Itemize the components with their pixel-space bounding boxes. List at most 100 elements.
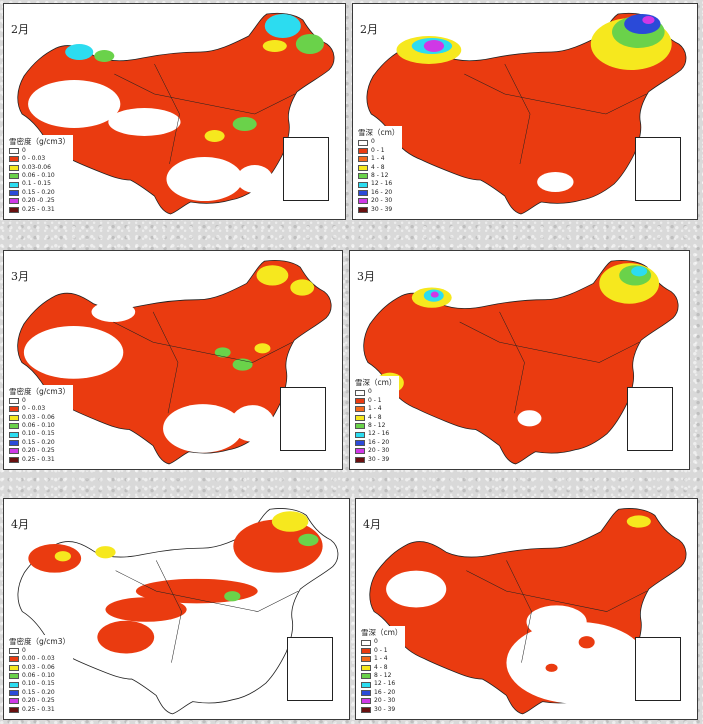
month-label: 4月 xyxy=(11,518,29,531)
legend: 雪密度（g/cm3） 0 0.00 - 0.03 0.03 - 0.06 0.06 - … xyxy=(8,634,73,715)
legend-row: 30 - 39 xyxy=(361,706,402,714)
legend-swatch xyxy=(9,181,19,188)
legend-swatch xyxy=(355,439,365,446)
legend-swatch xyxy=(9,431,19,438)
legend-swatch xyxy=(9,681,19,688)
legend-swatch xyxy=(355,397,365,404)
legend-title: 雪密度（g/cm3） xyxy=(9,636,70,646)
legend-row: 30 - 39 xyxy=(358,206,399,214)
legend-row: 20 - 30 xyxy=(355,447,396,455)
legend-label: 0.06 - 0.10 xyxy=(22,171,55,179)
legend-swatch xyxy=(355,431,365,438)
legend-row: 0 xyxy=(9,647,70,655)
legend-label: 0 xyxy=(22,146,26,154)
legend-swatch xyxy=(9,698,19,705)
legend-row: 4 - 8 xyxy=(355,414,396,422)
legend-swatch xyxy=(9,156,19,163)
legend-label: 8 - 12 xyxy=(374,671,392,679)
legend-row: 0.1 - 0.15 xyxy=(9,180,70,188)
china-map xyxy=(4,4,345,219)
legend-label: 16 - 20 xyxy=(368,438,390,446)
legend-label: 8 - 12 xyxy=(368,421,386,429)
legend-swatch xyxy=(358,189,368,196)
legend-row: 16 - 20 xyxy=(361,689,402,697)
month-label: 3月 xyxy=(357,270,375,283)
legend-label: 0 xyxy=(374,638,378,646)
legend-row: 0.25 - 0.31 xyxy=(9,206,70,214)
legend-label: 0.20 -0 .25 xyxy=(22,197,55,205)
legend-label: 0.00 - 0.03 xyxy=(22,655,55,663)
legend-label: 0.25 - 0.31 xyxy=(22,455,55,463)
legend-row: 1 - 4 xyxy=(361,655,402,663)
china-map xyxy=(4,251,342,469)
legend-swatch xyxy=(361,706,371,713)
legend-row: 0 xyxy=(355,388,396,396)
legend-title: 雪深（cm） xyxy=(358,128,400,138)
legend-label: 20 - 30 xyxy=(368,447,390,455)
legend-swatch xyxy=(9,706,19,713)
legend: 雪密度（g/cm3） 0 0 - 0.03 0.03 - 0.06 0.06 - 0.1… xyxy=(8,384,73,465)
legend-label: 0.03-0.06 xyxy=(22,163,51,171)
legend-row: 0.20 - 0.25 xyxy=(9,447,70,455)
legend-label: 8 - 12 xyxy=(371,171,389,179)
legend-swatch xyxy=(358,156,368,163)
map-panel-mar-density: 3月 雪密度（g/cm3） 0 0 - 0.03 0.03 - 0.06 0.06 - … xyxy=(3,250,343,470)
legend-label: 0.06 - 0.10 xyxy=(22,421,55,429)
legend-label: 20 - 30 xyxy=(371,197,393,205)
legend-row: 0.03 - 0.06 xyxy=(9,664,70,672)
legend-label: 16 - 20 xyxy=(374,688,396,696)
legend-swatch xyxy=(358,139,368,146)
legend-label: 30 - 39 xyxy=(368,455,390,463)
legend-label: 0 - 1 xyxy=(368,396,382,404)
legend: 雪密度（g/cm3） 0 0 - 0.03 0.03-0.06 0.06 - 0.10 0… xyxy=(8,134,73,215)
legend-row: 0.25 - 0.31 xyxy=(9,456,70,464)
legend-swatch xyxy=(9,673,19,680)
legend-row: 16 - 20 xyxy=(358,189,399,197)
legend-swatch xyxy=(9,206,19,213)
legend-title: 雪密度（g/cm3） xyxy=(9,136,70,146)
legend-label: 0.10 - 0.15 xyxy=(22,680,55,688)
legend-swatch xyxy=(9,439,19,446)
legend-label: 12 - 16 xyxy=(371,180,393,188)
legend-swatch xyxy=(9,414,19,421)
legend-row: 12 - 16 xyxy=(355,430,396,438)
south-china-sea-inset xyxy=(280,387,326,451)
legend-row: 4 - 8 xyxy=(358,164,399,172)
legend-title: 雪深（cm） xyxy=(361,628,403,638)
map-panel-feb-density: 2月 雪密度（g/cm3） 0 0 - 0.03 0.03-0.06 0.06 - 0.… xyxy=(3,3,346,220)
legend-swatch xyxy=(9,456,19,463)
legend-swatch xyxy=(9,147,19,154)
legend-row: 0.06 - 0.10 xyxy=(9,422,70,430)
legend-swatch xyxy=(358,181,368,188)
legend-swatch xyxy=(9,164,19,171)
legend-label: 12 - 16 xyxy=(374,680,396,688)
legend-swatch xyxy=(355,414,365,421)
legend-label: 0.03 - 0.06 xyxy=(22,413,55,421)
legend-swatch xyxy=(361,647,371,654)
legend-row: 0 - 1 xyxy=(358,147,399,155)
legend-label: 0.15 - 0.20 xyxy=(22,688,55,696)
south-china-sea-inset xyxy=(635,637,681,701)
legend-row: 8 - 12 xyxy=(355,422,396,430)
legend-swatch xyxy=(361,681,371,688)
month-label: 4月 xyxy=(363,518,381,531)
legend-label: 1 - 4 xyxy=(374,655,388,663)
legend-row: 0.06 - 0.10 xyxy=(9,672,70,680)
legend-row: 20 - 30 xyxy=(358,197,399,205)
legend-label: 0.20 - 0.25 xyxy=(22,447,55,455)
legend-label: 1 - 4 xyxy=(371,155,385,163)
legend-swatch xyxy=(355,406,365,413)
legend-swatch xyxy=(355,423,365,430)
legend-row: 4 - 8 xyxy=(361,664,402,672)
legend-title: 雪深（cm） xyxy=(355,378,397,388)
legend-swatch xyxy=(361,639,371,646)
legend-title: 雪密度（g/cm3） xyxy=(9,386,70,396)
legend-swatch xyxy=(361,664,371,671)
south-china-sea-inset xyxy=(635,137,681,201)
legend-swatch xyxy=(9,173,19,180)
legend-swatch xyxy=(9,406,19,413)
legend-label: 4 - 8 xyxy=(374,663,388,671)
